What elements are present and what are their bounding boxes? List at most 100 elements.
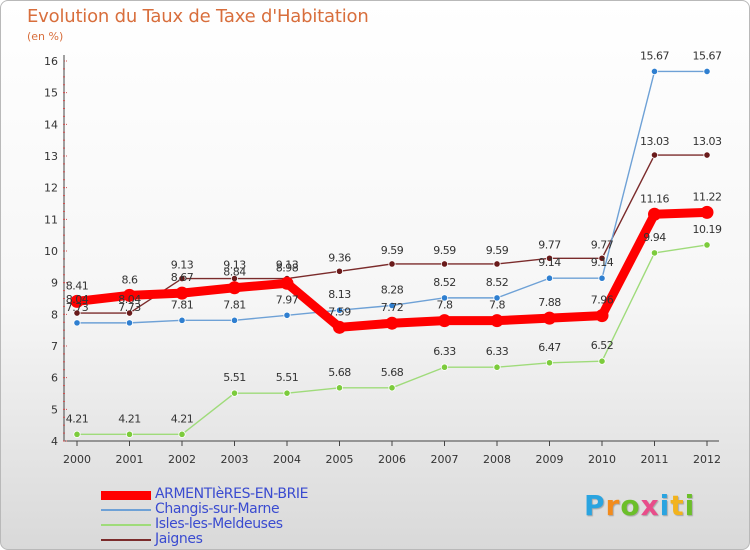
series-point-2	[73, 430, 81, 438]
series-point-0	[178, 274, 186, 283]
data-label: 10.19	[693, 223, 722, 236]
data-label: 13.03	[693, 135, 722, 148]
data-label: 4.21	[171, 412, 194, 425]
data-label: 9.13	[276, 259, 299, 272]
data-label: 5.68	[381, 366, 404, 379]
y-tick-label: 9	[51, 277, 58, 290]
data-label: 13.03	[640, 135, 669, 148]
data-label: 8.6	[122, 273, 138, 286]
y-tick-label: 8	[51, 308, 58, 321]
series-point-3	[123, 288, 136, 302]
data-label: 6.47	[538, 341, 561, 354]
chart-data-labels: 8.04 8.04 9.13 9.13 9.13 9.36 9.59 9.59 9.59 9.77…	[66, 49, 723, 425]
data-label: 5.51	[223, 371, 246, 384]
x-tick-label: 2012	[693, 453, 721, 466]
y-tick-label: 13	[44, 150, 58, 163]
series-point-0	[598, 254, 606, 262]
series-point-1	[283, 311, 291, 319]
x-tick-label: 2001	[116, 453, 144, 466]
y-tick-label: 15	[44, 87, 58, 100]
x-tick-label: 2006	[378, 453, 406, 466]
chart-lines	[70, 67, 714, 438]
legend-swatch	[101, 509, 151, 511]
data-label: 5.51	[276, 371, 299, 384]
proxiti-logo: Proxiti	[584, 489, 695, 522]
chart-axes: 4 5 6 7 8 9 10 11 12 13 14 15 16 2000 2001 2002 2003 2004…	[44, 55, 721, 466]
data-label: 6.52	[591, 339, 614, 352]
series-point-3	[700, 205, 714, 219]
data-label: 9.94	[643, 231, 666, 244]
series-point-3	[595, 309, 609, 323]
data-label: 9.59	[486, 244, 509, 257]
series-point-3	[70, 294, 84, 308]
data-label: 8.52	[486, 276, 509, 289]
y-tick-label: 14	[44, 118, 58, 131]
series-point-2	[335, 384, 344, 392]
series-point-1	[703, 67, 711, 76]
series-point-1	[388, 301, 396, 310]
series-point-2	[703, 241, 711, 249]
x-tick-label: 2009	[536, 453, 564, 466]
data-label: 9.59	[381, 244, 404, 257]
data-label: 9.36	[328, 251, 351, 264]
x-tick-label: 2011	[641, 453, 669, 466]
series-point-0	[388, 260, 396, 268]
data-label: 7.59	[328, 305, 351, 318]
series-point-0	[493, 260, 501, 268]
x-tick-label: 2003	[221, 453, 249, 466]
logo-letter: x	[640, 489, 660, 522]
series-point-1	[545, 274, 554, 282]
legend-label: Changis-sur-Marne	[155, 501, 280, 517]
series-point-2	[493, 363, 501, 371]
series-point-0	[125, 309, 134, 317]
data-label: 8.13	[328, 288, 351, 301]
data-label: 7.81	[223, 298, 246, 311]
series-point-2	[598, 357, 606, 365]
series-point-1	[440, 294, 449, 302]
data-label: 5.68	[328, 366, 351, 379]
series-point-3	[543, 311, 556, 325]
series-point-3	[175, 286, 189, 300]
logo-letter: t	[670, 489, 685, 522]
data-label: 8.41	[66, 279, 89, 292]
series-point-2	[178, 430, 186, 438]
series-point-2	[545, 359, 554, 367]
series-point-0	[703, 151, 711, 159]
x-tick-label: 2000	[63, 453, 91, 466]
data-label: 4.21	[66, 412, 89, 425]
series-point-3	[490, 314, 504, 328]
y-tick-label: 6	[51, 372, 58, 385]
series-point-3	[333, 320, 346, 334]
logo-letter: P	[584, 489, 606, 522]
x-tick-label: 2007	[431, 453, 459, 466]
series-point-3	[648, 207, 661, 221]
series-point-0	[650, 151, 659, 159]
data-label: 6.33	[486, 345, 509, 358]
series-point-0	[73, 309, 81, 317]
data-label: 7.88	[538, 296, 561, 309]
y-tick-label: 7	[51, 340, 58, 353]
data-label: 7.73	[118, 301, 141, 314]
x-tick-label: 2002	[168, 453, 196, 466]
data-label: 6.33	[433, 345, 456, 358]
series-point-3	[385, 316, 399, 330]
logo-letter: i	[659, 489, 671, 522]
series-point-1	[650, 67, 659, 76]
data-label: 8.52	[433, 276, 456, 289]
y-tick-label: 12	[44, 182, 58, 195]
data-label: 8.84	[223, 266, 246, 279]
series-point-2	[283, 389, 291, 397]
series-point-1	[493, 294, 501, 302]
series-point-2	[650, 249, 659, 257]
chart-subtitle: (en %)	[27, 30, 64, 43]
x-tick-label: 2010	[588, 453, 616, 466]
series-point-1	[125, 319, 134, 327]
logo-letter: o	[620, 489, 641, 522]
series-point-2	[440, 363, 449, 371]
y-tick-label: 11	[44, 213, 58, 226]
data-label: 4.21	[118, 412, 141, 425]
legend-label: Jaignes	[155, 531, 203, 547]
data-label: 7.73	[66, 301, 89, 314]
legend-swatch	[101, 524, 151, 526]
data-label: 9.77	[538, 238, 561, 251]
